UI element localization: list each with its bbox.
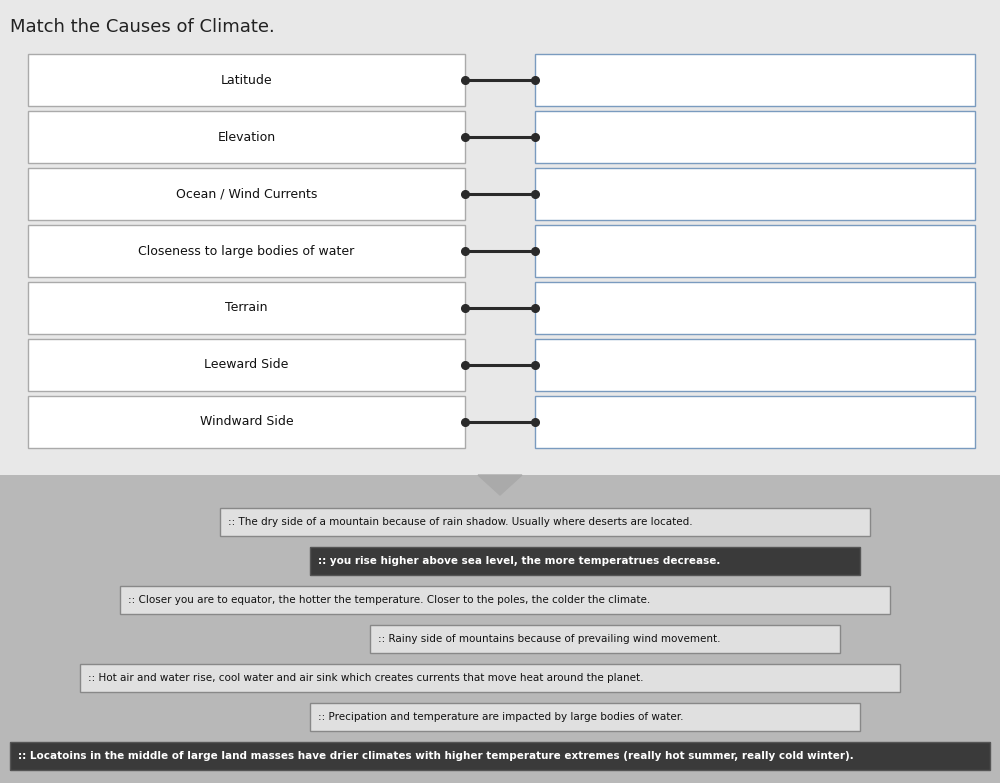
Bar	[535, 339, 975, 391]
Bar	[535, 111, 975, 164]
Bar	[28, 282, 465, 334]
Bar	[0, 475, 1000, 783]
Bar	[120, 586, 890, 614]
Bar	[535, 225, 975, 277]
Text: :: you rise higher above sea level, the more temperatrues decrease.: :: you rise higher above sea level, the …	[318, 556, 720, 566]
Text: Elevation: Elevation	[217, 131, 276, 144]
Bar	[28, 225, 465, 277]
Bar	[10, 742, 990, 770]
Bar	[535, 282, 975, 334]
Bar	[370, 625, 840, 653]
Bar	[28, 168, 465, 220]
Text: Ocean / Wind Currents: Ocean / Wind Currents	[176, 188, 317, 200]
Text: :: Locatoins in the middle of large land masses have drier climates with higher : :: Locatoins in the middle of large land…	[18, 751, 854, 760]
Bar	[310, 702, 860, 731]
Bar	[28, 55, 465, 106]
Text: Terrain: Terrain	[225, 301, 268, 314]
Polygon shape	[478, 475, 522, 495]
Bar	[310, 547, 860, 576]
Text: Latitude: Latitude	[221, 74, 272, 87]
Text: Closeness to large bodies of water: Closeness to large bodies of water	[138, 244, 355, 258]
Text: :: The dry side of a mountain because of rain shadow. Usually where deserts are : :: The dry side of a mountain because of…	[228, 518, 693, 528]
Bar	[28, 111, 465, 164]
Bar	[535, 55, 975, 106]
Text: Match the Causes of Climate.: Match the Causes of Climate.	[10, 18, 275, 36]
Text: :: Rainy side of mountains because of prevailing wind movement.: :: Rainy side of mountains because of pr…	[378, 634, 720, 644]
Bar	[220, 508, 870, 536]
Bar	[535, 168, 975, 220]
Bar	[28, 339, 465, 391]
Bar	[0, 0, 1000, 475]
Bar	[535, 395, 975, 448]
Text: :: Hot air and water rise, cool water and air sink which creates currents that m: :: Hot air and water rise, cool water an…	[88, 673, 644, 683]
Text: :: Closer you are to equator, the hotter the temperature. Closer to the poles, t: :: Closer you are to equator, the hotter…	[128, 595, 650, 605]
Text: Windward Side: Windward Side	[200, 415, 293, 428]
Text: Leeward Side: Leeward Side	[204, 358, 289, 371]
Bar	[80, 664, 900, 692]
Bar	[28, 395, 465, 448]
Text: :: Precipation and temperature are impacted by large bodies of water.: :: Precipation and temperature are impac…	[318, 712, 684, 722]
